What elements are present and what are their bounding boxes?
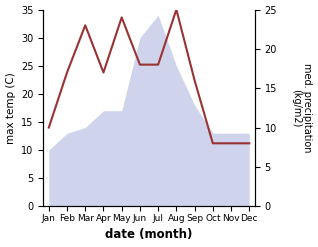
- Y-axis label: med. precipitation
(kg/m2): med. precipitation (kg/m2): [291, 63, 313, 153]
- Y-axis label: max temp (C): max temp (C): [5, 72, 16, 144]
- X-axis label: date (month): date (month): [105, 228, 193, 242]
